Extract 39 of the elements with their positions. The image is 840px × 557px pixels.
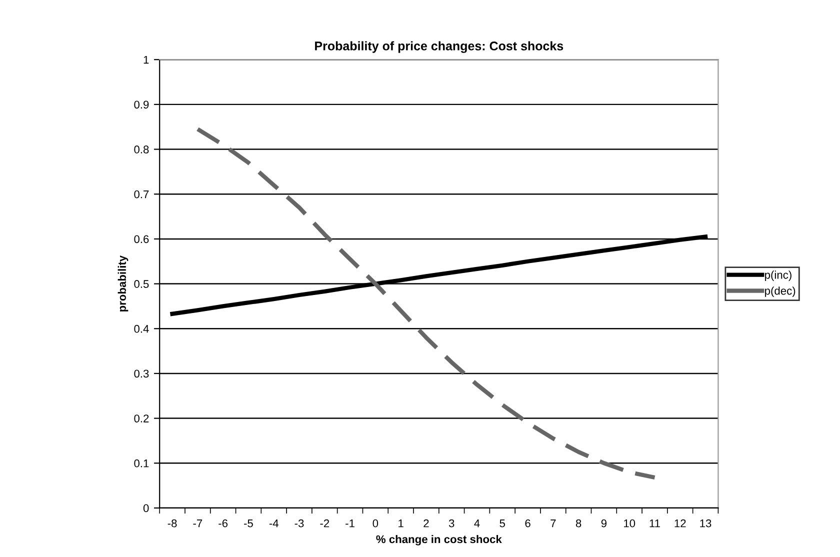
y-tick-label: 0.5 bbox=[134, 280, 149, 288]
x-tick-label: 5 bbox=[500, 520, 505, 528]
x-axis-title: % change in cost shock bbox=[376, 535, 502, 546]
y-tick-label: 0.3 bbox=[134, 370, 149, 378]
x-tick-label: -7 bbox=[193, 520, 202, 528]
y-tick-label: 0.2 bbox=[134, 414, 149, 422]
line-series bbox=[196, 127, 657, 480]
x-tick-label: -5 bbox=[244, 520, 253, 528]
x-tick-label: -4 bbox=[269, 520, 278, 528]
x-tick-label: 3 bbox=[448, 519, 454, 528]
x-tick-label: -1 bbox=[346, 520, 354, 528]
x-tick-label: -3 bbox=[294, 519, 304, 528]
legend-label: p(inc) bbox=[765, 270, 792, 282]
x-tick-label: 0 bbox=[372, 519, 378, 528]
y-tick-label: 0.9 bbox=[134, 100, 149, 109]
x-tick-label: 13 bbox=[700, 519, 712, 528]
x-tick-label: -2 bbox=[320, 519, 330, 528]
y-tick-label: 0.7 bbox=[134, 190, 149, 198]
y-tick-label: 1 bbox=[144, 56, 149, 64]
y-tick-label: 0.1 bbox=[134, 459, 149, 468]
x-tick-label: 7 bbox=[550, 520, 556, 528]
x-tick-label: -8 bbox=[168, 519, 177, 528]
x-tick-label: 8 bbox=[576, 519, 582, 528]
y-tick-label: 0.4 bbox=[134, 324, 149, 333]
x-tick-label: 10 bbox=[624, 519, 636, 528]
chart-title: Probability of price changes: Cost shocks bbox=[315, 41, 564, 53]
x-tick-label: 9 bbox=[601, 519, 607, 528]
y-tick-label: 0 bbox=[143, 504, 149, 512]
x-tick-label: 12 bbox=[674, 519, 686, 528]
y-tick-label: 0.8 bbox=[134, 146, 149, 154]
legend-label: p(dec) bbox=[765, 286, 796, 297]
x-tick-label: 4 bbox=[474, 520, 480, 528]
y-tick-label: 0.6 bbox=[134, 235, 149, 244]
x-tick-label: 2 bbox=[424, 519, 429, 528]
x-tick-label: 11 bbox=[650, 520, 660, 528]
x-tick-label: 1 bbox=[398, 520, 404, 528]
y-axis-title: probability bbox=[118, 255, 128, 312]
x-tick-label: -6 bbox=[218, 519, 228, 528]
x-tick-label: 6 bbox=[525, 519, 530, 528]
